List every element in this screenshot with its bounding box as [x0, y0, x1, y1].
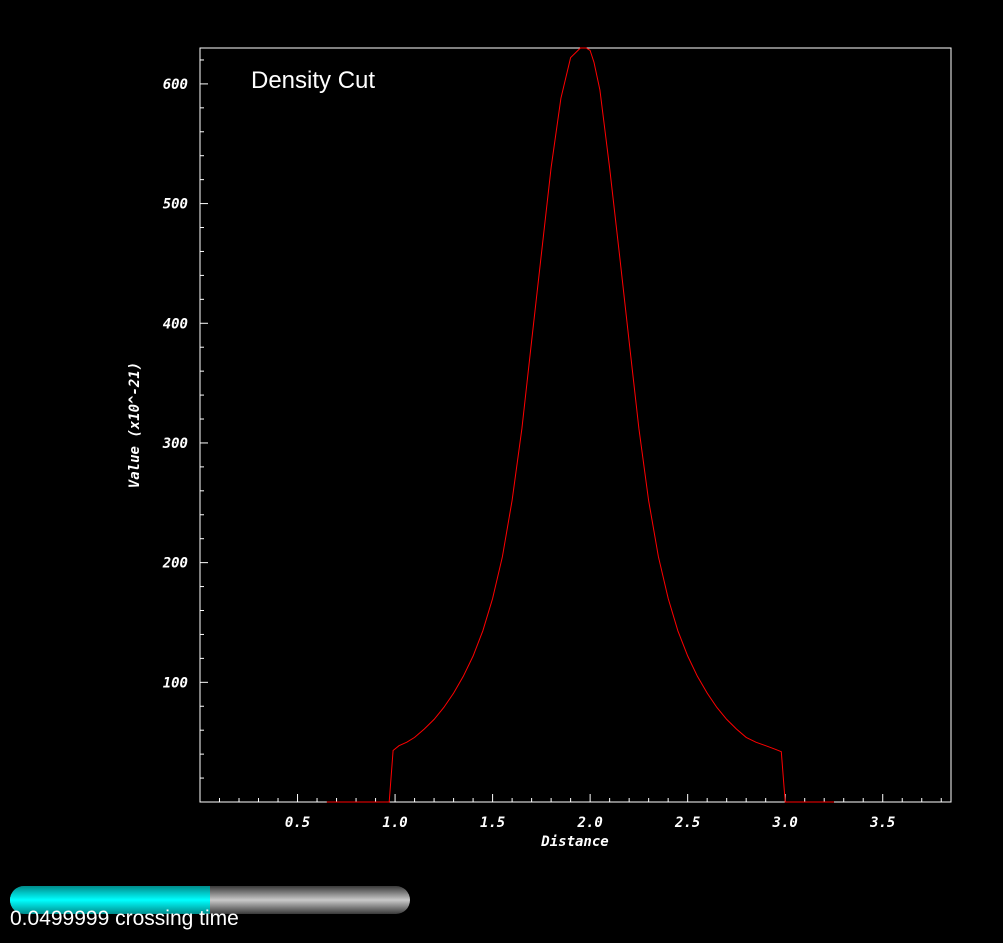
x-tick-label: 1.0 — [382, 815, 407, 831]
x-axis: 0.5 1.0 1.5 2.0 2.5 3.0 3.5 — [219, 794, 942, 831]
chart-title: Density Cut — [251, 67, 375, 94]
x-tick-label: 2.5 — [674, 815, 700, 831]
x-tick-label: 3.0 — [772, 815, 798, 831]
plot-frame — [199, 47, 952, 803]
y-tick-label: 600 — [163, 77, 188, 93]
x-axis-title: Distance — [540, 834, 608, 850]
y-tick-label: 100 — [163, 675, 188, 691]
x-tick-label: 2.0 — [576, 815, 602, 831]
density-series-line — [326, 47, 834, 803]
progress-label: 0.0499999 crossing time — [10, 907, 239, 930]
x-tick-label: 0.5 — [285, 815, 310, 831]
progress-bar — [10, 886, 410, 914]
progress-fill — [10, 886, 210, 914]
y-tick-label: 400 — [163, 316, 188, 332]
y-tick-label: 300 — [162, 436, 188, 452]
x-tick-label: 3.5 — [869, 815, 895, 831]
y-axis-title: Value (x10^-21) — [127, 362, 143, 488]
y-tick-label: 500 — [163, 197, 188, 213]
y-tick-label: 200 — [162, 556, 188, 572]
x-tick-label: 1.5 — [480, 815, 505, 831]
density-chart: 0.5 1.0 1.5 2.0 2.5 3.0 3.5 100 200 300 400 500 600… — [127, 47, 952, 850]
y-axis: 100 200 300 400 500 600 — [162, 59, 208, 779]
